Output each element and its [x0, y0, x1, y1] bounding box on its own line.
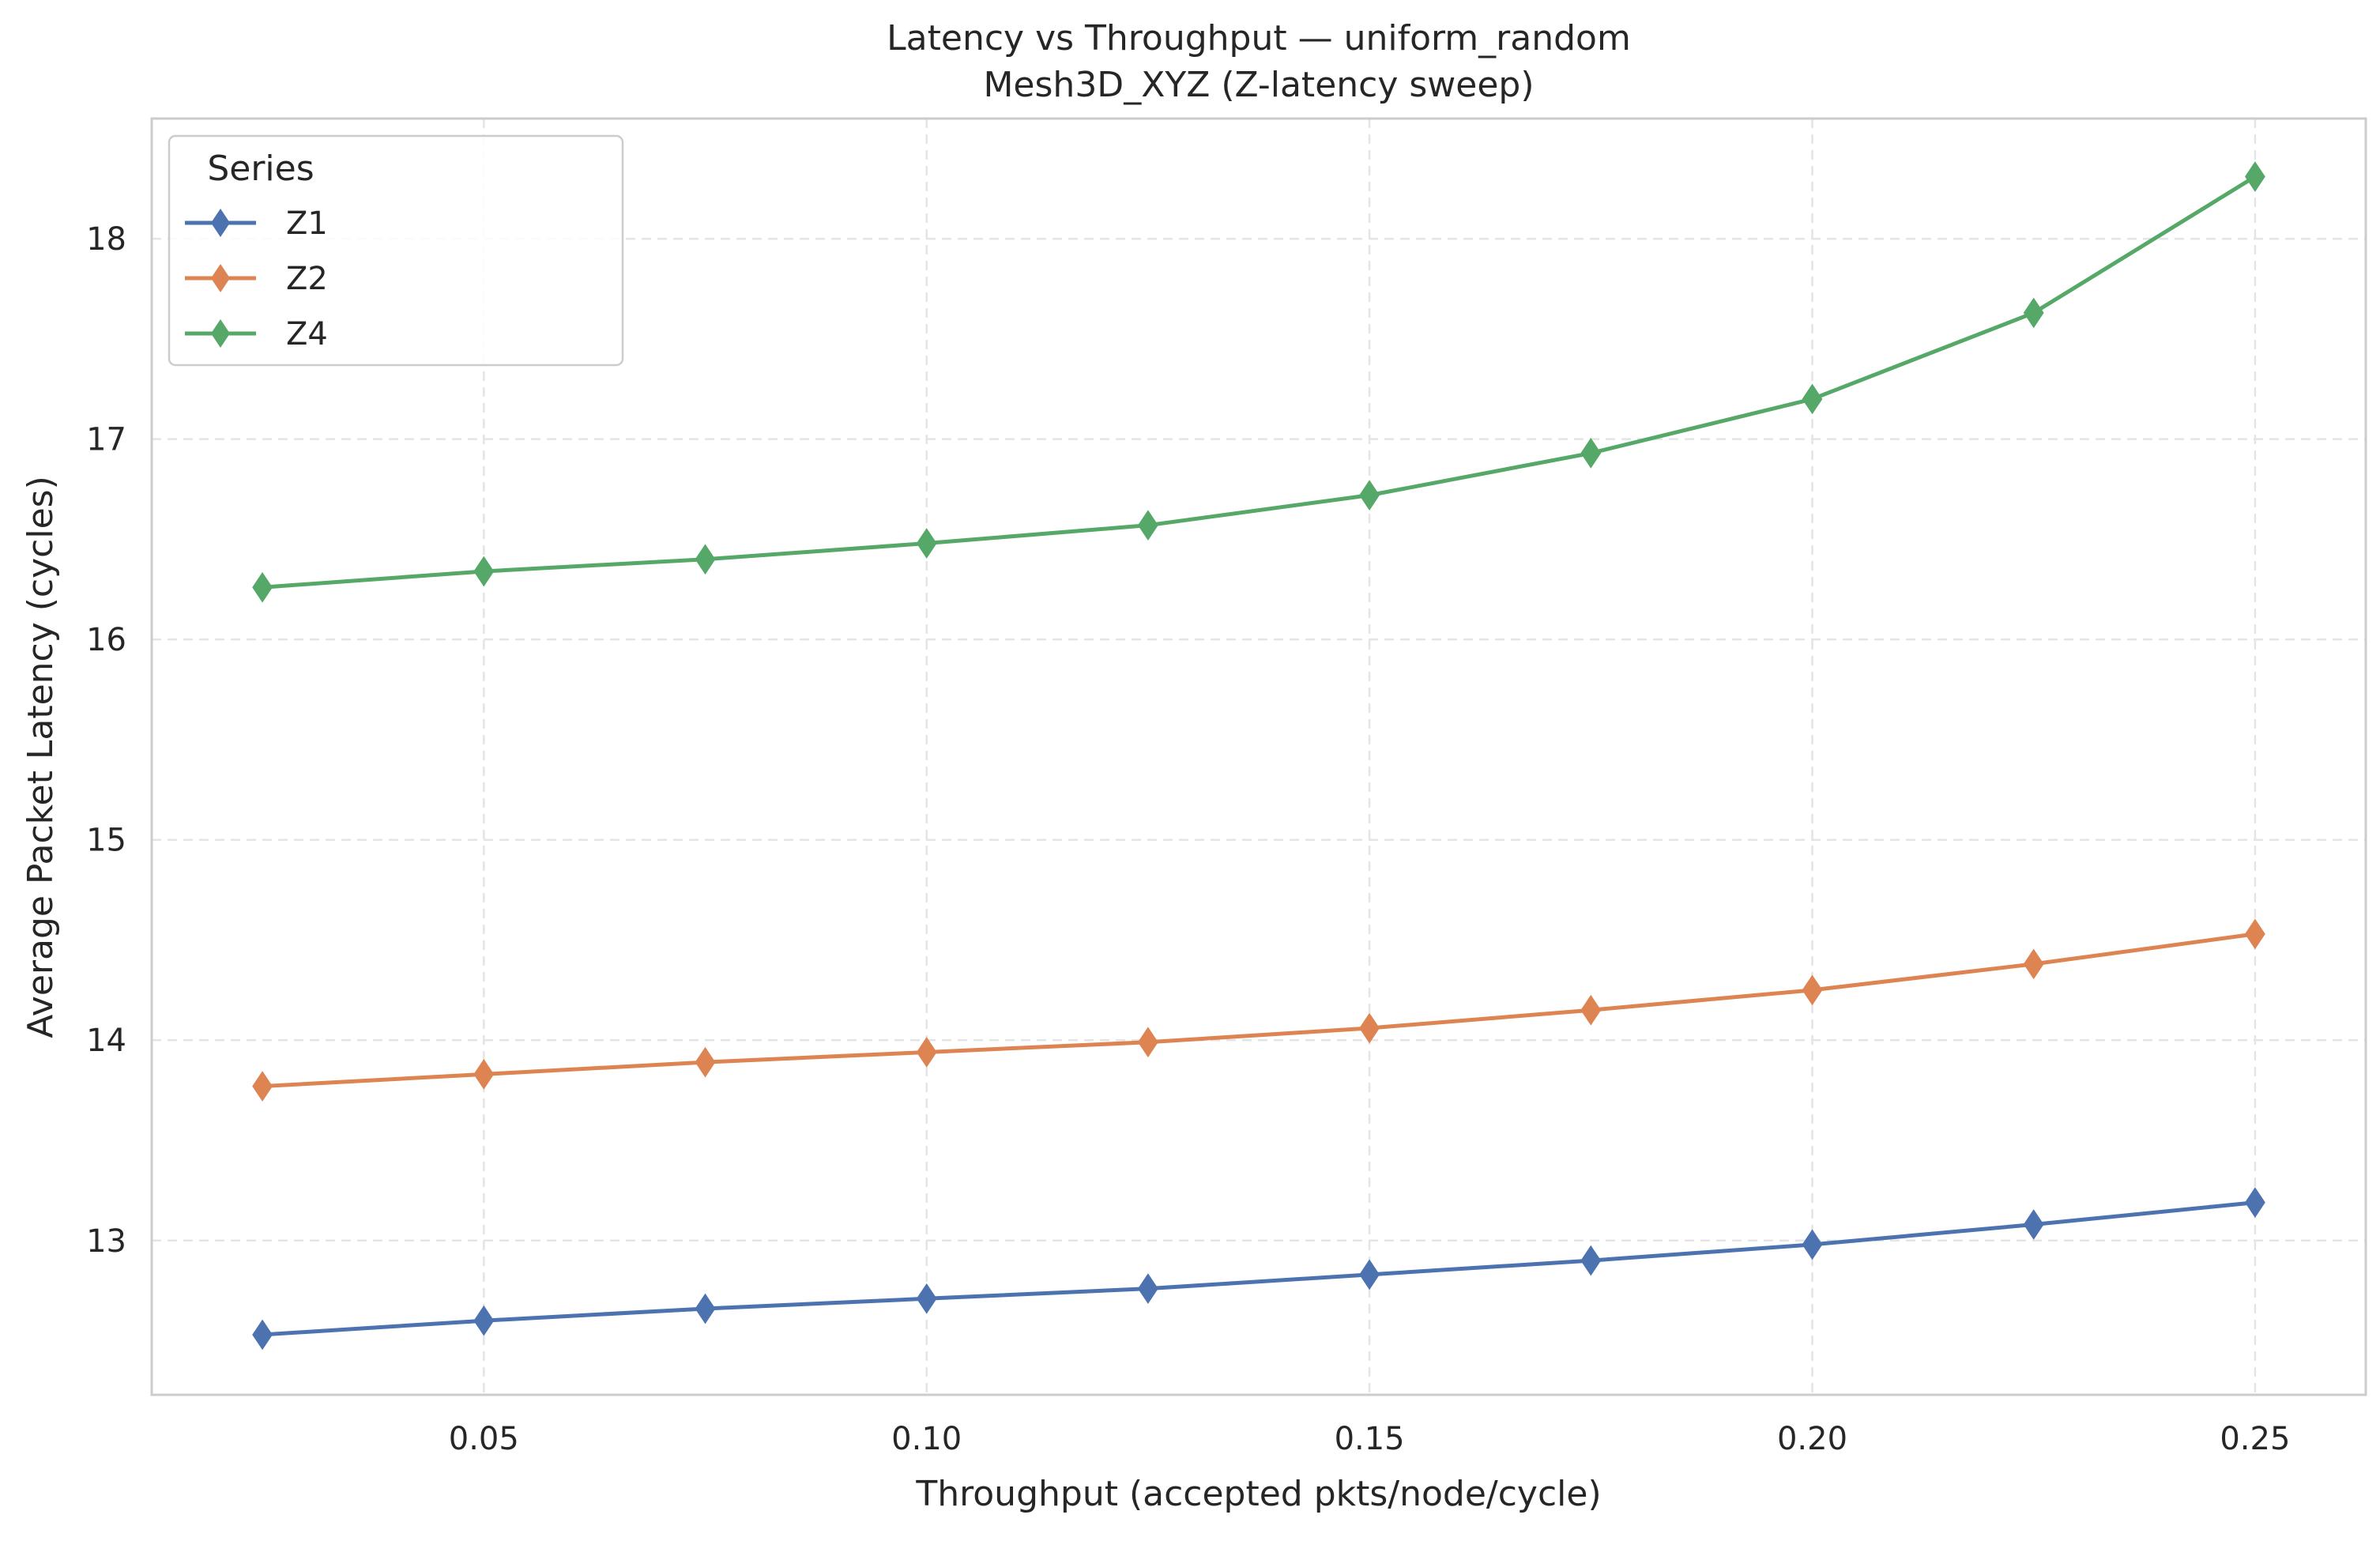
y-tick-label: 16 — [86, 622, 126, 658]
chart-title: Latency vs Throughput — uniform_random — [887, 18, 1631, 58]
y-tick-label: 14 — [86, 1023, 126, 1059]
grid-lines — [152, 119, 2366, 1395]
data-point-z2 — [1580, 994, 1602, 1026]
y-axis-ticks: 13 14 15 16 17 18 — [86, 221, 126, 1260]
legend-label: Z2 — [286, 261, 328, 297]
y-tick-label: 18 — [86, 221, 126, 258]
legend-box — [168, 134, 624, 367]
chart-subtitle: Mesh3D_XYZ (Z-latency sweep) — [983, 65, 1534, 105]
data-point-z1 — [2023, 1209, 2044, 1240]
data-point-z4 — [2244, 161, 2265, 192]
y-tick-label: 17 — [86, 422, 126, 458]
x-tick-label: 0.15 — [1335, 1421, 1405, 1457]
legend-marker-swatch — [211, 264, 230, 292]
data-point-z2 — [252, 1071, 273, 1102]
series-z2 — [252, 918, 2265, 1102]
data-point-z4 — [1359, 480, 1380, 511]
data-point-z4 — [916, 528, 937, 559]
series-line-z1 — [260, 1200, 2258, 1337]
x-tick-label: 0.10 — [891, 1421, 962, 1457]
data-point-z4 — [473, 556, 495, 587]
legend-item-z2: Z2 — [185, 261, 328, 297]
data-point-z1 — [252, 1319, 273, 1351]
series-z1 — [252, 1187, 2265, 1351]
data-point-z2 — [916, 1037, 937, 1068]
legend-label: Z1 — [286, 205, 328, 242]
data-point-z1 — [1137, 1273, 1158, 1304]
legend-items: Z1 Z2 Z4 — [185, 205, 328, 352]
series-lines — [252, 161, 2265, 1351]
data-point-z2 — [1359, 1012, 1380, 1044]
data-point-z4 — [252, 571, 273, 603]
x-tick-label: 0.25 — [2220, 1421, 2290, 1457]
data-point-z1 — [1359, 1259, 1380, 1290]
legend-marker-swatch — [211, 209, 230, 237]
legend-label: Z4 — [286, 316, 328, 352]
data-point-z1 — [916, 1283, 937, 1314]
series-line-z4 — [260, 175, 2258, 590]
data-point-z2 — [1137, 1027, 1158, 1058]
y-tick-label: 13 — [86, 1223, 126, 1260]
x-tick-label: 0.05 — [449, 1421, 519, 1457]
data-point-z2 — [1802, 974, 1823, 1006]
series-line-z2 — [260, 932, 2258, 1089]
data-point-z1 — [1802, 1229, 1823, 1260]
data-point-z1 — [1580, 1245, 1602, 1276]
data-point-z1 — [695, 1293, 716, 1324]
x-axis-label: Throughput (accepted pkts/node/cycle) — [915, 1474, 1601, 1514]
data-point-z2 — [2023, 948, 2044, 980]
legend-marker-swatch — [211, 319, 230, 348]
data-point-z2 — [2244, 918, 2265, 950]
data-point-z2 — [695, 1046, 716, 1078]
legend-item-z4: Z4 — [185, 316, 328, 352]
data-point-z1 — [473, 1305, 495, 1336]
x-axis-ticks: 0.05 0.10 0.15 0.20 0.25 — [449, 1421, 2291, 1457]
data-point-z4 — [1580, 438, 1602, 469]
x-tick-label: 0.20 — [1777, 1421, 1847, 1457]
legend-title: Series — [207, 149, 314, 189]
data-point-z4 — [2023, 297, 2044, 329]
data-point-z4 — [1802, 383, 1823, 415]
data-point-z1 — [2244, 1187, 2265, 1218]
data-point-z4 — [695, 544, 716, 575]
data-point-z2 — [473, 1058, 495, 1090]
plot-frame — [150, 117, 2367, 1396]
legend: Series Z1 Z2 Z4 — [168, 134, 624, 367]
legend-item-z1: Z1 — [185, 205, 328, 242]
y-axis-label: Average Packet Latency (cycles) — [21, 476, 61, 1038]
series-z4 — [252, 161, 2265, 603]
data-point-z4 — [1137, 510, 1158, 541]
y-tick-label: 15 — [86, 823, 126, 859]
